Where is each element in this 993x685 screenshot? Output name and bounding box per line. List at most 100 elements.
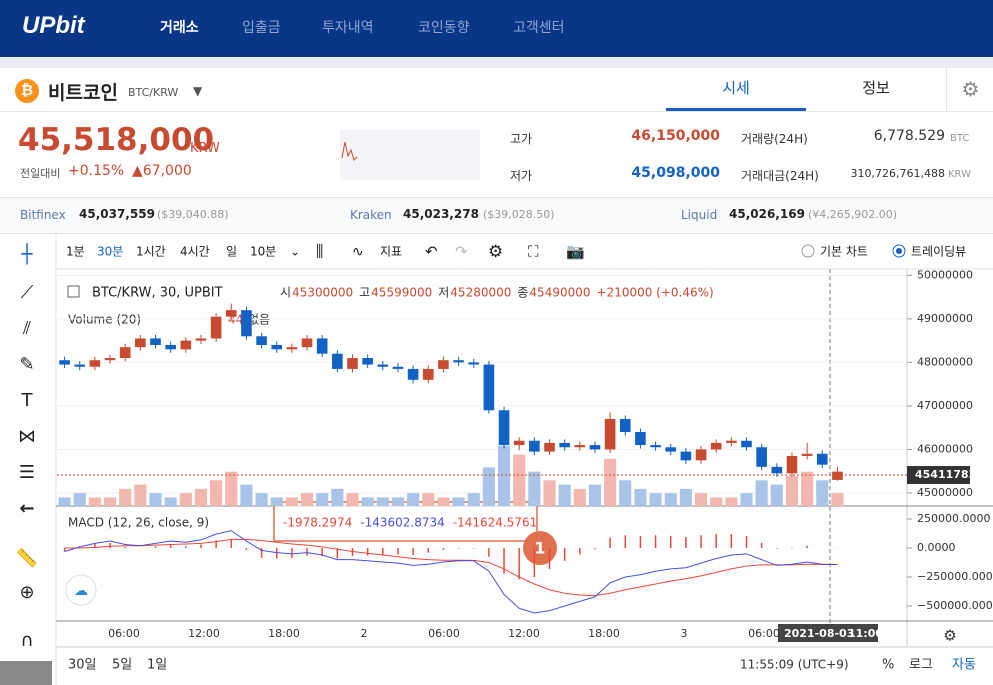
- redo[interactable]: ↷: [455, 243, 468, 261]
- volume-bar: [816, 480, 829, 506]
- dropdown[interactable]: ⌄: [290, 245, 300, 259]
- tab[interactable]: 정보: [862, 79, 890, 97]
- candle-body: [119, 347, 131, 359]
- change-label: 전일대비: [20, 167, 61, 180]
- option[interactable]: 로그: [909, 658, 933, 673]
- collapse[interactable]: [67, 285, 80, 298]
- candle-body: [89, 360, 101, 367]
- menu-item[interactable]: 고객센터: [513, 20, 565, 36]
- macd-signal-line: [64, 538, 838, 597]
- tool-text[interactable]: T: [21, 390, 34, 411]
- dropdown-caret[interactable]: ▼: [193, 84, 203, 98]
- tool-forecast[interactable]: ☰: [19, 462, 35, 483]
- menu-item[interactable]: 거래소: [160, 20, 199, 36]
- volume-bar: [513, 454, 526, 506]
- menu-item[interactable]: 투자내역: [322, 20, 374, 36]
- range[interactable]: 30일: [68, 658, 97, 673]
- interval[interactable]: 4시간: [180, 245, 210, 259]
- interval[interactable]: 10분: [250, 245, 276, 259]
- volume-bar: [497, 446, 511, 506]
- volume-bar: [407, 493, 420, 506]
- volume-bar: [558, 484, 571, 506]
- tool-magnet[interactable]: ∩: [20, 630, 33, 651]
- candle-body: [422, 368, 434, 380]
- y-tick-label: 47000000: [917, 399, 973, 412]
- volume-bar: [831, 493, 844, 506]
- candle-body: [650, 445, 661, 448]
- candle-body: [741, 440, 752, 448]
- candle-body: [225, 310, 237, 317]
- tool-brush[interactable]: ✎: [19, 354, 34, 375]
- candle-body: [635, 432, 646, 446]
- undo[interactable]: ↶: [425, 243, 438, 261]
- tab-active[interactable]: 시세: [666, 68, 806, 111]
- menu-item[interactable]: 입출금: [242, 20, 281, 36]
- exchange-price: 45,026,169: [729, 207, 805, 221]
- menu-item[interactable]: 코인동향: [418, 20, 470, 36]
- range[interactable]: 5일: [112, 658, 132, 673]
- tv-logo-icon: ☁: [74, 583, 88, 599]
- indicator[interactable]: 지표: [380, 245, 402, 259]
- tool-back[interactable]: ←: [19, 498, 34, 519]
- chart-type[interactable]: 트레이딩뷰: [911, 245, 966, 259]
- candle-body: [483, 364, 495, 411]
- indicator-icon[interactable]: ∿: [352, 244, 364, 260]
- y-tick-label: 0.0000: [917, 541, 956, 554]
- candle-body: [665, 447, 677, 452]
- radio[interactable]: [801, 244, 815, 258]
- interval-active[interactable]: 30분: [97, 245, 123, 259]
- y-tick-label: 46000000: [917, 442, 973, 455]
- drawing-tools[interactable]: ┼ ⟋ ⫽ ✎ T ⋈ ☰ ← 📏 ⊕ ∩: [16, 243, 38, 651]
- candle-body: [544, 442, 555, 452]
- volume-bar: [285, 497, 298, 506]
- volume-bar: [316, 493, 329, 506]
- candle-body: [771, 466, 783, 474]
- fullscreen[interactable]: ⛶: [528, 243, 539, 261]
- screenshot[interactable]: 📷: [566, 243, 585, 261]
- tool-line[interactable]: ⟋: [21, 282, 34, 303]
- interval[interactable]: 일: [226, 245, 237, 259]
- volume-bar: [482, 467, 495, 506]
- stat-unit: BTC: [950, 133, 970, 144]
- exchange-name: Kraken: [350, 208, 392, 222]
- option[interactable]: %: [882, 658, 894, 673]
- tool-cross[interactable]: ┼: [21, 243, 34, 265]
- interval[interactable]: 1시간: [136, 245, 166, 259]
- volume-bar: [300, 493, 314, 506]
- candle-body: [210, 316, 222, 339]
- radio-selected[interactable]: [892, 244, 906, 258]
- volume-note: 없음: [248, 313, 270, 327]
- interval[interactable]: 1분: [66, 245, 85, 259]
- range[interactable]: 1일: [147, 658, 167, 673]
- axis-settings[interactable]: ⚙: [943, 627, 956, 645]
- candle-body: [438, 360, 449, 369]
- option[interactable]: 자동: [952, 658, 976, 673]
- volume-bar: [588, 484, 602, 506]
- tv-logo[interactable]: [65, 574, 97, 606]
- chart-type[interactable]: 기본 차트: [820, 245, 868, 259]
- candle-body: [241, 310, 252, 337]
- change-amount: ▲67,000: [132, 163, 192, 179]
- tool-fib[interactable]: ⫽: [22, 318, 31, 339]
- y-tick-label: 49000000: [917, 312, 973, 325]
- candle-body: [165, 344, 176, 350]
- candle-body: [135, 338, 146, 348]
- candle-icon[interactable]: ⫼: [316, 242, 323, 261]
- settings[interactable]: ⚙: [946, 68, 993, 111]
- tool-ruler[interactable]: 📏: [16, 547, 38, 569]
- cursor-time: 11:00: [848, 627, 883, 640]
- tool-zoom[interactable]: ⊕: [19, 582, 34, 603]
- tool-pattern[interactable]: ⋈: [18, 426, 36, 447]
- coin-name: 비트코인: [48, 82, 118, 104]
- volume-bar: [422, 493, 435, 506]
- ohlc-label: 종: [517, 286, 528, 300]
- ohlc-value: 45280000: [450, 286, 511, 300]
- volume-bar: [755, 480, 768, 506]
- volume-bar: [801, 471, 814, 506]
- volume-bar: [164, 497, 177, 506]
- divider: [0, 111, 993, 112]
- candle-body: [786, 455, 798, 474]
- volume-label: Volume (20): [68, 313, 141, 327]
- settings[interactable]: ⚙: [488, 242, 503, 262]
- logo[interactable]: UPbit: [22, 12, 85, 39]
